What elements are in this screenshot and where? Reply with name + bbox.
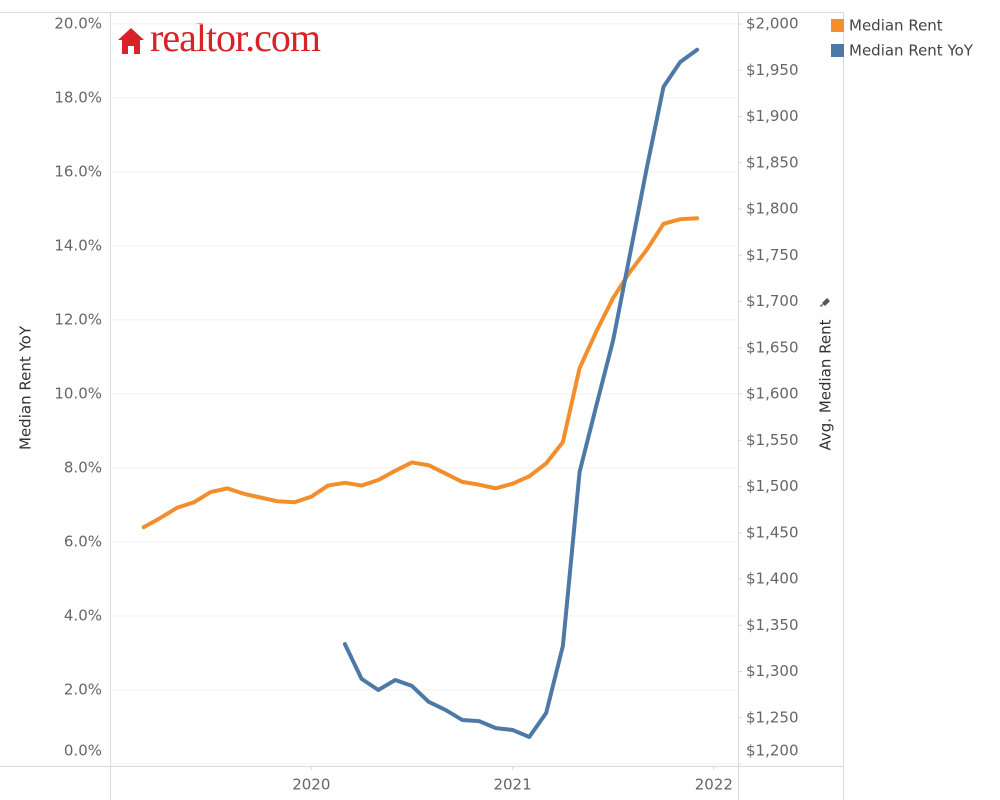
y2-tick-label: $1,600 [746,385,799,403]
y-tick-label: 6.0% [64,532,102,550]
y2-tick-label: $1,550 [746,431,799,449]
y-tick-label: 2.0% [64,680,102,698]
logo: realtor.com [118,15,322,60]
y2-axis-title: Avg. Median Rent [817,319,835,450]
legend-label: Median Rent YoY [849,42,974,60]
y2-tick-label: $1,900 [746,107,799,125]
y-tick-label: 8.0% [64,458,102,476]
x-tick-label: 2021 [493,776,531,794]
y2-tick-label: $2,000 [746,15,799,33]
y2-tick-label: $1,450 [746,523,799,541]
y2-tick-label: $1,700 [746,292,799,310]
y-tick-label: 10.0% [54,384,102,402]
y2-tick-label: $1,250 [746,708,799,726]
y2-tick-label: $1,850 [746,153,799,171]
y-tick-label: 20.0% [54,15,102,33]
y-tick-label: 14.0% [54,236,102,254]
logo-text: realtor.com [150,15,321,60]
x-tick-label: 2022 [695,776,733,794]
y2-tick-label: $1,500 [746,477,799,495]
legend-swatch [831,19,844,32]
y2-tick-label: $1,400 [746,570,799,588]
frame [0,12,844,800]
y-axis-title: Median Rent YoY [17,325,35,450]
series-line [342,47,700,739]
y2-tick-label: $1,650 [746,338,799,356]
legend-label: Median Rent [849,17,943,35]
pin-icon [820,298,830,307]
y2-tick-label: $1,300 [746,662,799,680]
x-tick-label: 2020 [292,776,330,794]
y-tick-label: 12.0% [54,310,102,328]
y-tick-label: 4.0% [64,606,102,624]
y2-tick-label: $1,350 [746,616,799,634]
y-tick-label: 16.0% [54,162,102,180]
y2-tick-label: $1,800 [746,200,799,218]
y2-tick-label: $1,950 [746,61,799,79]
y-tick-label: 18.0% [54,88,102,106]
logo-house [118,28,144,54]
series-line [141,216,700,530]
legend-swatch [831,44,844,57]
y2-tick-label: $1,200 [746,742,799,760]
y-tick-label: 0.0% [64,742,102,760]
y2-tick-label: $1,750 [746,246,799,264]
